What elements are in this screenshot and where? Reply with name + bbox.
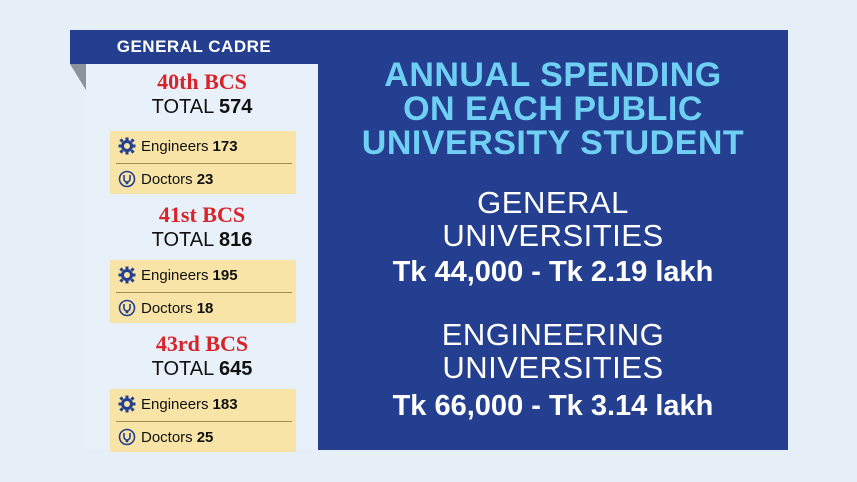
gear-icon bbox=[118, 137, 136, 155]
doctors-value: 18 bbox=[196, 299, 214, 317]
doctors-row: Doctors 23 bbox=[110, 164, 296, 194]
total-label: TOTAL bbox=[151, 358, 214, 380]
spending-title-line-3: UNIVERSITY STUDENT bbox=[361, 124, 745, 162]
doctors-row: Doctors 18 bbox=[110, 293, 296, 323]
engineers-row: Engineers 183 bbox=[110, 389, 296, 419]
bcs-block-40th: 40th BCS TOTAL 574 bbox=[86, 70, 318, 119]
ribbon-fold bbox=[70, 64, 86, 90]
total-label: TOTAL bbox=[151, 229, 214, 251]
general-cadre-header: GENERAL CADRE bbox=[70, 30, 318, 64]
doctors-value: 25 bbox=[196, 428, 214, 446]
gear-icon bbox=[118, 395, 136, 413]
engineers-value: 173 bbox=[212, 137, 238, 155]
general-heading-line-2: UNIVERSITIES bbox=[442, 218, 664, 253]
general-cadre-panel bbox=[86, 64, 318, 450]
total-label: TOTAL bbox=[151, 96, 214, 118]
engineers-row: Engineers 195 bbox=[110, 260, 296, 290]
engineers-label: Engineers bbox=[141, 266, 209, 284]
bcs-title: 40th BCS bbox=[157, 69, 247, 94]
spending-title-line-2: ON EACH PUBLIC bbox=[403, 90, 703, 128]
stethoscope-icon bbox=[118, 428, 136, 446]
stethoscope-icon bbox=[118, 170, 136, 188]
gear-icon bbox=[118, 266, 136, 284]
bcs-title: 41st BCS bbox=[158, 202, 246, 227]
stethoscope-icon bbox=[118, 299, 136, 317]
doctors-value: 23 bbox=[196, 170, 214, 188]
total-value: 574 bbox=[219, 96, 253, 118]
engineers-label: Engineers bbox=[141, 137, 209, 155]
engineering-heading-line-1: ENGINEERING bbox=[441, 317, 665, 352]
general-range: Tk 44,000 - Tk 2.19 lakh bbox=[392, 256, 714, 288]
stats-box-40th: Engineers 173 Doctors 23 bbox=[110, 131, 296, 194]
engineers-value: 195 bbox=[212, 266, 238, 284]
engineering-heading-line-2: UNIVERSITIES bbox=[442, 350, 664, 385]
bcs-block-43rd: 43rd BCS TOTAL 645 bbox=[86, 332, 318, 381]
total-value: 645 bbox=[219, 358, 253, 380]
doctors-row: Doctors 25 bbox=[110, 422, 296, 452]
bcs-block-41st: 41st BCS TOTAL 816 bbox=[86, 203, 318, 252]
engineers-value: 183 bbox=[212, 395, 238, 413]
bcs-total: TOTAL 574 bbox=[86, 95, 318, 119]
bcs-title: 43rd BCS bbox=[155, 331, 249, 356]
engineers-label: Engineers bbox=[141, 395, 209, 413]
stat-divider bbox=[116, 421, 292, 422]
stats-box-43rd: Engineers 183 Doctors 25 bbox=[110, 389, 296, 452]
engineers-row: Engineers 173 bbox=[110, 131, 296, 161]
general-heading-line-1: GENERAL bbox=[477, 185, 629, 220]
bcs-total: TOTAL 816 bbox=[86, 228, 318, 252]
stat-divider bbox=[116, 292, 292, 293]
stat-divider bbox=[116, 163, 292, 164]
doctors-label: Doctors bbox=[141, 299, 193, 317]
doctors-label: Doctors bbox=[141, 428, 193, 446]
spending-title-line-1: ANNUAL SPENDING bbox=[384, 56, 722, 94]
bcs-total: TOTAL 645 bbox=[86, 357, 318, 381]
doctors-label: Doctors bbox=[141, 170, 193, 188]
engineering-range: Tk 66,000 - Tk 3.14 lakh bbox=[392, 390, 714, 422]
total-value: 816 bbox=[219, 229, 253, 251]
spending-panel: ANNUAL SPENDING ON EACH PUBLIC UNIVERSIT… bbox=[318, 30, 788, 450]
stats-box-41st: Engineers 195 Doctors 18 bbox=[110, 260, 296, 323]
